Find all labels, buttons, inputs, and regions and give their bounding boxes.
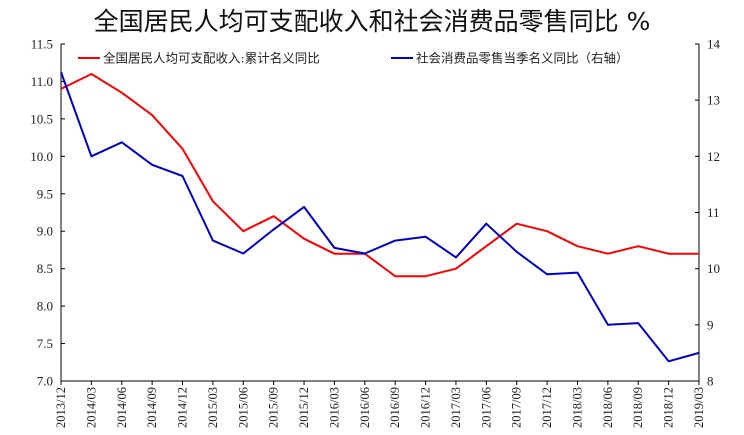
chart-title: 全国居民人均可支配收入和社会消费品零售同比 %	[93, 7, 651, 36]
x-tick-label: 2014/09	[145, 387, 159, 428]
y-tick-label-right: 9	[707, 317, 714, 332]
x-tick-label: 2016/03	[327, 387, 341, 428]
x-tick-label: 2015/12	[297, 387, 311, 428]
x-tick-label: 2018/03	[570, 387, 584, 428]
y-tick-label-right: 11	[707, 205, 720, 220]
y-tick-label-right: 14	[707, 37, 721, 52]
x-tick-label: 2015/06	[236, 387, 250, 428]
x-tick-label: 2017/03	[449, 387, 463, 428]
x-tick-label: 2013/12	[54, 387, 68, 428]
y-tick-label-right: 10	[707, 261, 720, 276]
x-tick-label: 2019/03	[692, 387, 706, 428]
y-tick-label-left: 9.5	[37, 186, 53, 201]
x-tick-label: 2015/09	[267, 387, 281, 428]
x-tick-label: 2017/09	[510, 387, 524, 428]
income-series-line	[60, 73, 699, 278]
x-tick-label: 2018/09	[631, 387, 645, 428]
y-tick-label-left: 9.0	[37, 224, 53, 239]
legend: 全国居民人均可支配收入:累计名义同比 社会消费品零售当季名义同比（右轴）	[78, 51, 629, 66]
y-tick-label-left: 7.5	[37, 336, 53, 351]
x-tick-label: 2014/03	[84, 387, 98, 428]
x-tick-label: 2017/12	[540, 387, 554, 428]
retail-series-line	[60, 71, 700, 363]
y-tick-label-left: 11.0	[31, 74, 53, 89]
x-tick-label: 2016/12	[419, 387, 433, 428]
x-tick-label: 2018/12	[662, 387, 676, 428]
x-tick-label: 2018/06	[601, 387, 615, 428]
y-tick-label-left: 8.5	[37, 261, 53, 276]
series-layer	[60, 71, 700, 363]
y-tick-label-right: 8	[707, 374, 714, 389]
y-tick-label-right: 12	[707, 149, 720, 164]
legend-label-retail: 社会消费品零售当季名义同比（右轴）	[416, 51, 629, 66]
legend-label-income: 全国居民人均可支配收入:累计名义同比	[103, 51, 320, 66]
x-tick-label: 2014/06	[115, 387, 129, 428]
y-tick-label-left: 11.5	[31, 37, 53, 52]
x-tick-label: 2016/06	[358, 387, 372, 428]
x-tick-label: 2017/06	[479, 387, 493, 428]
x-tick-label: 2015/03	[206, 387, 220, 428]
y-tick-label-left: 10.0	[30, 149, 53, 164]
y-tick-label-right: 13	[707, 93, 720, 108]
axes: 7.0 7.5 8.0 8.5 9.0 9.5 10.0 10.5 11.0 11.5 8 9 10 11…	[30, 37, 720, 428]
y-tick-label-left: 7.0	[37, 374, 53, 389]
x-tick-label: 2016/09	[388, 387, 402, 428]
y-tick-label-left: 10.5	[30, 111, 53, 126]
x-tick-label: 2014/12	[176, 387, 190, 428]
y-tick-label-left: 8.0	[37, 299, 53, 314]
